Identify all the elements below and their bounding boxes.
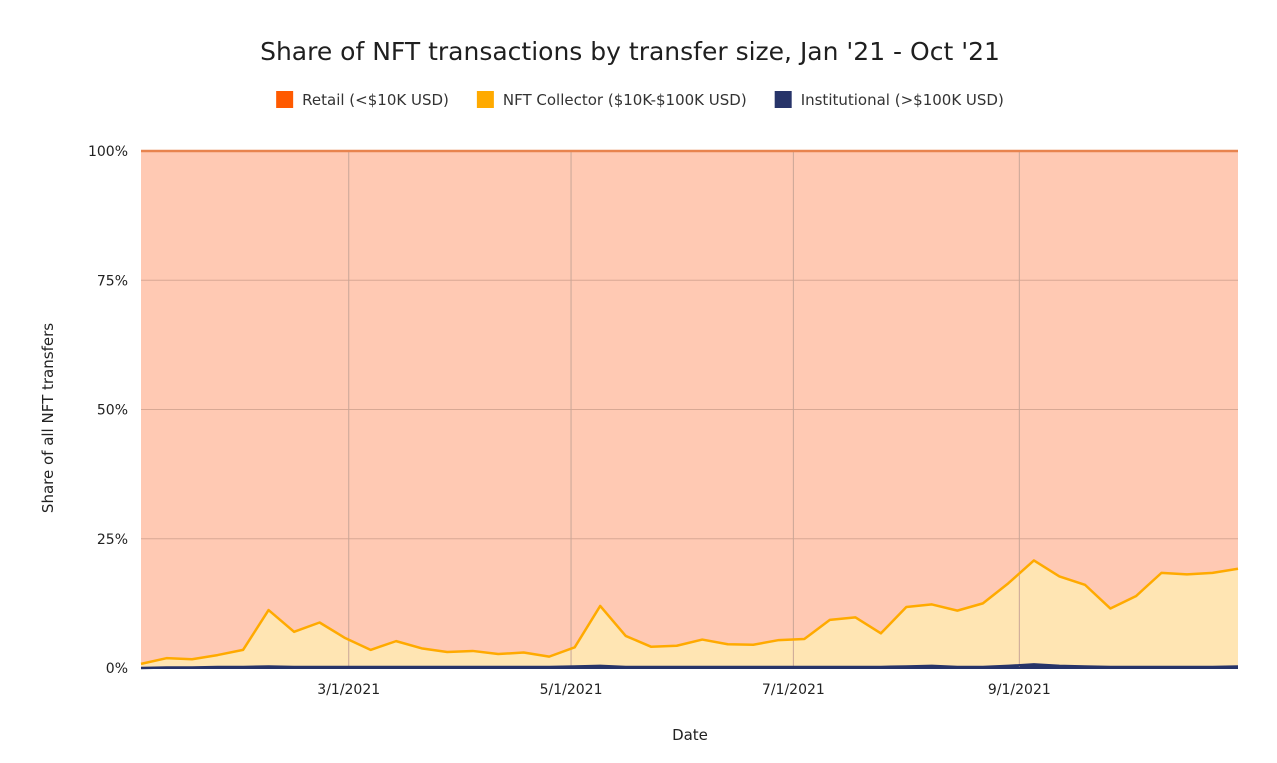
legend-swatch xyxy=(774,91,792,108)
gridlines xyxy=(141,151,1238,668)
x-tick-label: 7/1/2021 xyxy=(762,682,825,698)
y-tick-label: 25% xyxy=(97,532,128,548)
legend-item-nft-collector-10k-100k-usd: NFT Collector ($10K-$100K USD) xyxy=(476,91,747,109)
y-tick-label: 0% xyxy=(106,661,128,677)
legend-label: NFT Collector ($10K-$100K USD) xyxy=(503,91,747,109)
legend-label: Institutional (>$100K USD) xyxy=(801,91,1004,109)
x-tick-label: 9/1/2021 xyxy=(988,682,1051,698)
y-axis-label: Share of all NFT transfers xyxy=(39,323,57,513)
line-nft-collector-10k-100k-usd xyxy=(140,559,1239,666)
x-axis-label: Date xyxy=(672,726,708,744)
y-tick-label: 100% xyxy=(88,144,128,160)
x-tick-label: 3/1/2021 xyxy=(317,682,380,698)
series-lines xyxy=(140,149,1239,670)
area-nft-collector-10k-100k-usd xyxy=(141,560,1238,668)
legend-label: Retail (<$10K USD) xyxy=(302,91,449,109)
legend-item-retail-10k-usd: Retail (<$10K USD) xyxy=(276,91,449,109)
area-retail-10k-usd xyxy=(141,151,1238,664)
legend-swatch xyxy=(276,91,294,108)
legend-swatch xyxy=(476,91,494,108)
line-institutional-100k-usd xyxy=(140,663,1239,670)
y-tick-label: 75% xyxy=(97,273,128,289)
chart-title: Share of NFT transactions by transfer si… xyxy=(260,37,1000,66)
legend-item-institutional-100k-usd: Institutional (>$100K USD) xyxy=(774,91,1004,109)
x-axis-ticks: 3/1/2021 5/1/2021 7/1/2021 9/1/2021 xyxy=(317,682,1050,698)
y-axis-ticks: 0% 25% 50% 75% 100% xyxy=(88,144,128,677)
y-tick-label: 50% xyxy=(97,403,128,419)
legend: Retail (<$10K USD) NFT Collector ($10K-$1… xyxy=(276,91,1004,109)
x-tick-label: 5/1/2021 xyxy=(540,682,603,698)
